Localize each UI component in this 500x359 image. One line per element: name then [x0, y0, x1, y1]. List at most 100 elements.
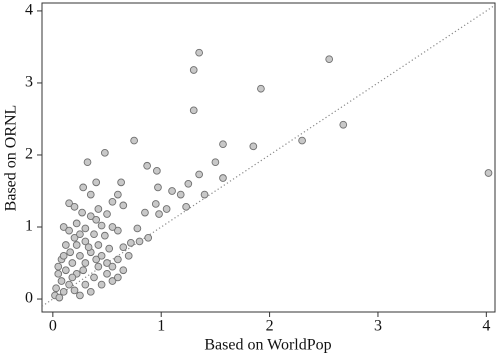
point: [76, 291, 84, 300]
point: [108, 223, 117, 231]
point: [298, 136, 306, 145]
point: [101, 148, 109, 157]
point: [114, 190, 122, 199]
y-axis-title: Based on ORNL: [3, 105, 20, 212]
point: [176, 190, 185, 199]
point: [97, 221, 106, 230]
point: [184, 179, 193, 188]
point: [117, 178, 125, 187]
point: [103, 259, 111, 267]
x-tick-label: 0: [49, 318, 57, 335]
point: [114, 226, 122, 235]
point: [103, 269, 111, 278]
point: [70, 286, 79, 295]
point: [94, 262, 103, 271]
point: [135, 237, 144, 246]
y-tick-label: 0: [25, 290, 33, 307]
point: [61, 241, 70, 249]
y-tick-label: 1: [25, 218, 33, 235]
point: [54, 262, 63, 271]
point: [108, 262, 117, 271]
point: [76, 251, 84, 260]
point: [143, 161, 151, 170]
y-tick-label: 2: [25, 146, 33, 163]
point: [83, 158, 92, 167]
point: [65, 226, 73, 235]
point: [211, 158, 220, 167]
point: [97, 280, 106, 289]
point: [52, 284, 60, 293]
point: [103, 210, 111, 218]
point: [144, 233, 153, 242]
point: [92, 215, 101, 224]
point: [219, 174, 227, 182]
point: [70, 202, 79, 211]
point: [155, 210, 163, 218]
point: [130, 136, 138, 145]
point: [81, 259, 90, 267]
point: [79, 266, 88, 275]
point: [101, 231, 109, 240]
point: [189, 66, 198, 74]
point: [200, 190, 209, 199]
point: [105, 244, 114, 253]
point: [86, 190, 95, 199]
point: [168, 187, 176, 195]
point: [81, 237, 90, 246]
point: [65, 280, 73, 289]
point: [79, 183, 88, 192]
point: [84, 243, 93, 252]
point: [484, 169, 493, 177]
point: [325, 55, 334, 64]
point: [92, 178, 101, 187]
point: [68, 273, 77, 282]
plot-frame: [41, 2, 496, 313]
point: [124, 251, 133, 260]
point: [86, 212, 95, 221]
point: [59, 223, 68, 231]
point: [92, 255, 101, 264]
point: [61, 266, 70, 275]
point: [219, 140, 227, 149]
plot-area: [42, 4, 495, 307]
point: [195, 170, 203, 179]
point: [55, 293, 64, 302]
point: [68, 259, 77, 267]
point: [182, 202, 190, 211]
x-tick-label: 2: [266, 318, 274, 335]
point: [86, 287, 95, 296]
point: [54, 269, 63, 278]
point: [90, 230, 98, 239]
point: [154, 183, 162, 192]
point: [72, 241, 81, 249]
point: [119, 201, 128, 210]
point: [90, 273, 98, 282]
point: [76, 230, 84, 239]
x-tick-label: 4: [482, 318, 490, 335]
point: [153, 166, 161, 175]
point: [114, 255, 122, 264]
point: [72, 219, 81, 228]
point: [81, 280, 90, 289]
point: [108, 197, 117, 206]
point: [162, 205, 171, 213]
point: [78, 208, 86, 217]
point: [249, 142, 258, 151]
point: [94, 241, 103, 249]
point: [151, 200, 160, 208]
point: [108, 277, 117, 285]
y-tick-label: 3: [25, 74, 33, 91]
point: [119, 266, 128, 275]
point: [339, 120, 348, 129]
point: [81, 224, 90, 233]
point: [97, 251, 106, 260]
point: [57, 277, 66, 285]
point: [59, 287, 68, 296]
point: [94, 205, 103, 213]
point: [257, 84, 265, 93]
x-axis-title: Based on WorldPop: [204, 337, 331, 354]
point: [133, 224, 142, 233]
point: [127, 239, 135, 247]
